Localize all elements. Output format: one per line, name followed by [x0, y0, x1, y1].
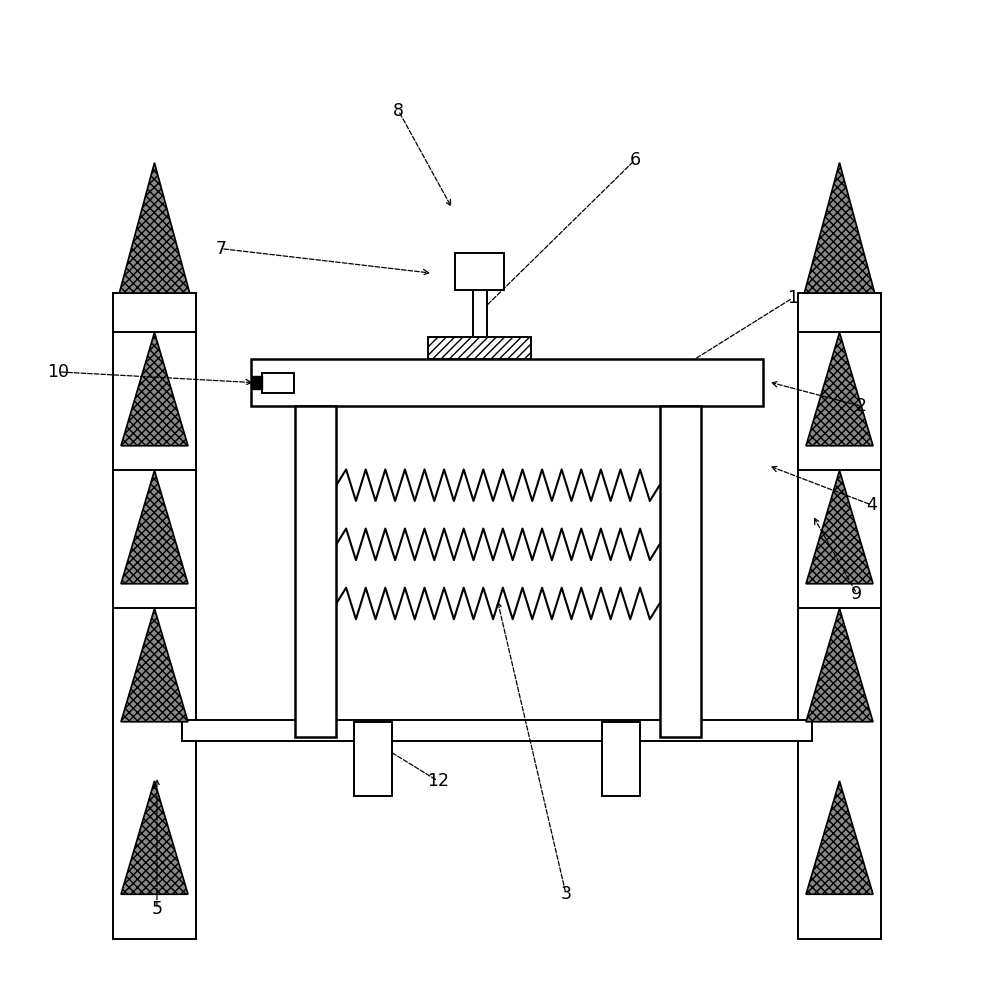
Polygon shape: [806, 332, 873, 446]
Text: 2: 2: [856, 397, 867, 415]
Text: 3: 3: [561, 885, 572, 903]
Text: 7: 7: [216, 240, 227, 258]
Bar: [182, 720, 812, 741]
Text: 8: 8: [393, 102, 404, 120]
Polygon shape: [121, 332, 188, 446]
Polygon shape: [806, 470, 873, 584]
Text: 12: 12: [426, 772, 449, 790]
Bar: [455, 253, 504, 290]
Polygon shape: [121, 608, 188, 722]
Bar: [473, 290, 487, 337]
Text: 1: 1: [787, 289, 798, 307]
Text: 4: 4: [866, 496, 877, 514]
Bar: [112, 293, 197, 939]
Bar: [602, 722, 640, 796]
Text: 10: 10: [48, 363, 70, 381]
Text: 5: 5: [151, 900, 162, 918]
Polygon shape: [119, 163, 190, 293]
Bar: [354, 722, 392, 796]
Bar: [262, 373, 294, 393]
Bar: [252, 376, 262, 389]
Polygon shape: [121, 781, 188, 894]
Bar: [797, 293, 882, 939]
Polygon shape: [804, 163, 875, 293]
Text: 9: 9: [851, 585, 863, 603]
Polygon shape: [806, 781, 873, 894]
Polygon shape: [121, 470, 188, 584]
Bar: [295, 406, 336, 737]
Bar: [660, 406, 701, 737]
Text: 6: 6: [629, 151, 640, 169]
Polygon shape: [806, 608, 873, 722]
Bar: [250, 359, 763, 406]
Bar: [428, 337, 532, 359]
